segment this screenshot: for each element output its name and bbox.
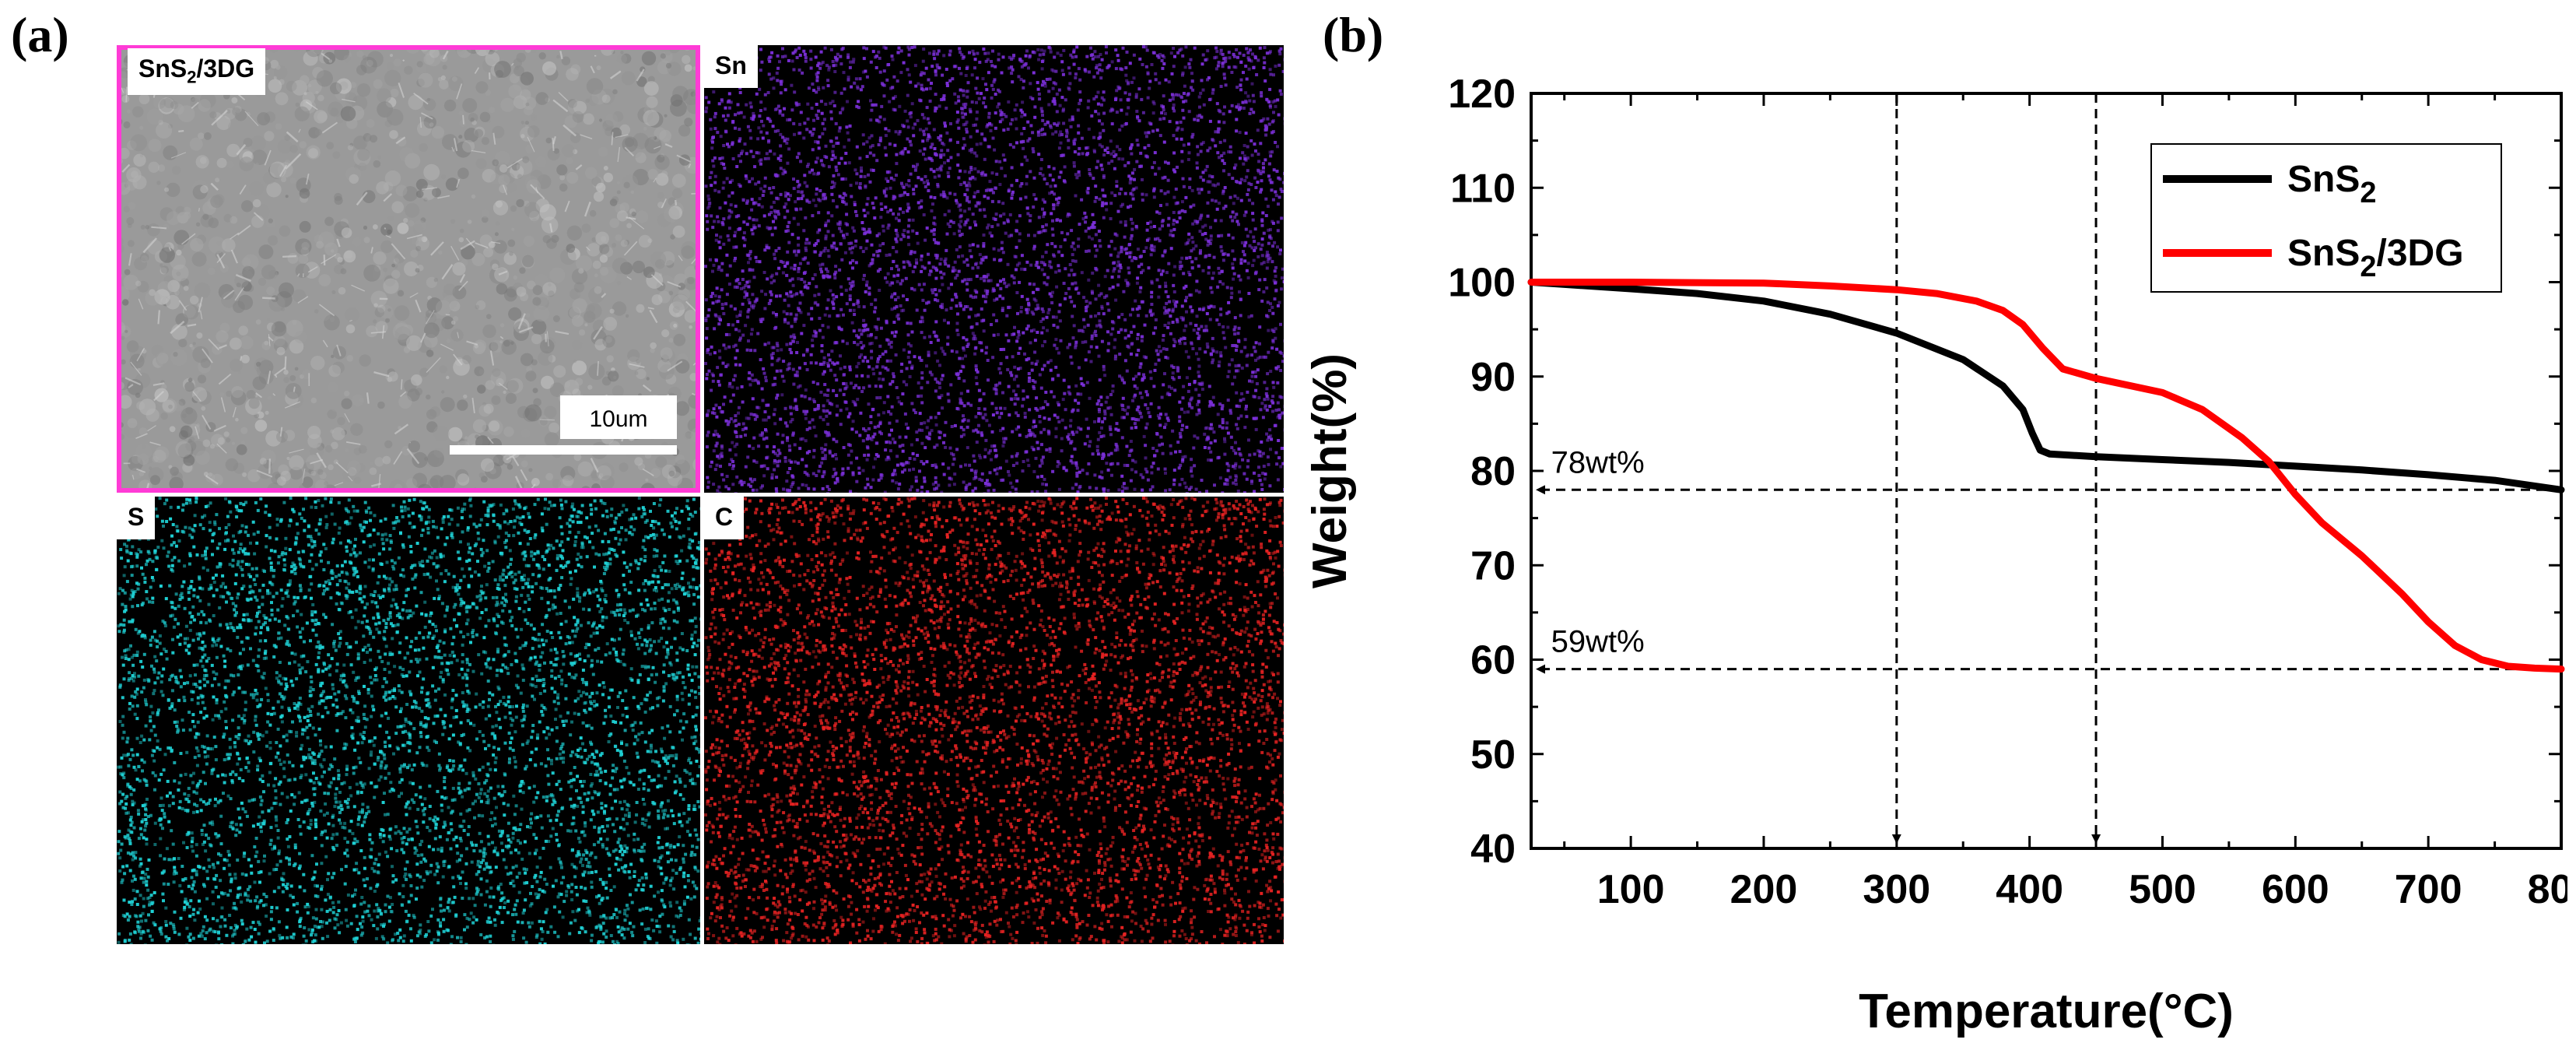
x-tick-label: 400: [1996, 867, 2063, 912]
y-tick-label: 90: [1470, 355, 1516, 400]
x-axis-title: Temperature(°C): [1859, 985, 2234, 1038]
panel-a-label: (a): [11, 7, 69, 62]
legend-label: SnS2/3DG: [2287, 233, 2464, 283]
annotation-label: 78wt%: [1551, 445, 1645, 479]
x-tick-label: 600: [2262, 867, 2329, 912]
element-dots: [117, 497, 700, 944]
sem-image: 10um: [117, 45, 700, 493]
scale-bar-label: 10um: [589, 406, 647, 432]
map-label-sn: Sn: [704, 45, 758, 88]
y-tick-label: 120: [1448, 72, 1516, 117]
map-label-suffix: /3DG: [196, 54, 255, 83]
sem-texture: [117, 45, 700, 493]
element-dots: [704, 497, 1284, 944]
series-line-sns23dg: [1527, 279, 2565, 673]
map-label-s: S: [117, 497, 156, 539]
scale-bar-label-bg: [560, 395, 677, 439]
legend-label: SnS2: [2287, 159, 2377, 209]
x-tick-label: 100: [1597, 867, 1665, 912]
x-tick-label: 700: [2395, 867, 2462, 912]
edx-map-sns2-3dg: 10um SnS2/3DG: [117, 45, 700, 493]
element-dots: [704, 45, 1284, 493]
y-tick-label: 110: [1450, 166, 1516, 211]
y-tick-label: 80: [1470, 449, 1516, 494]
x-tick-label: 200: [1730, 867, 1798, 912]
x-tick-label: 300: [1863, 867, 1930, 912]
legend: SnS2 SnS2/3DG: [2150, 143, 2502, 293]
map-label-sns2-3dg: SnS2/3DG: [128, 48, 266, 96]
selection-border: [117, 45, 700, 493]
sn-dot-map: [704, 45, 1284, 493]
y-tick-label: 40: [1470, 827, 1516, 872]
annotation-label: 59wt%: [1551, 625, 1645, 659]
edx-map-sn: Sn: [704, 45, 1284, 493]
y-tick-label: 60: [1470, 638, 1516, 683]
edx-map-c: C: [704, 497, 1284, 944]
edx-map-s: S: [117, 497, 700, 944]
panel-b-label: (b): [1323, 7, 1384, 62]
map-label-main: SnS: [138, 54, 188, 83]
series-line-sns2: [1527, 279, 2565, 493]
y-tick-label: 70: [1470, 543, 1516, 588]
map-background: [704, 45, 1284, 493]
y-tick-label: 50: [1470, 732, 1516, 778]
tga-chart: 40 50 60 70 80 90 100 110 120 100 200 300 400 500 600 7…: [1303, 72, 2567, 1038]
map-background: [117, 497, 700, 944]
x-tick-label: 800: [2528, 867, 2567, 912]
y-axis-title: Weight(%): [1303, 353, 1357, 588]
x-tick-label: 500: [2129, 867, 2196, 912]
legend-frame: [2150, 143, 2502, 293]
map-label-sub: 2: [187, 67, 197, 87]
y-tick-label: 100: [1448, 261, 1516, 306]
map-label-c: C: [704, 497, 745, 539]
c-dot-map: [704, 497, 1284, 944]
s-dot-map: [117, 497, 700, 944]
map-background: [704, 497, 1284, 944]
